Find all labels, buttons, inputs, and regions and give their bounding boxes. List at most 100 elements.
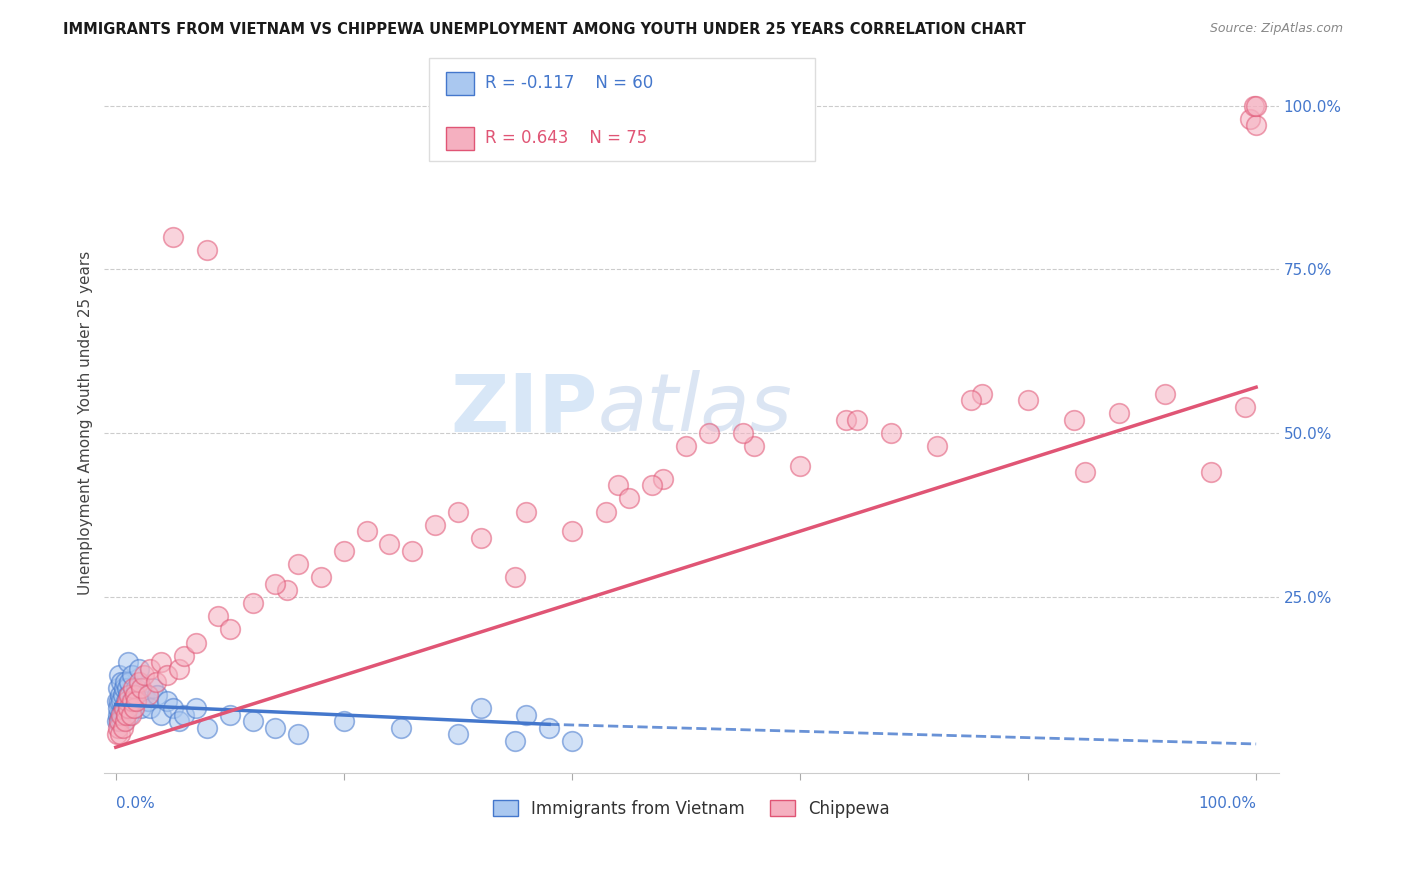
Point [117, 701, 139, 715]
Point [146, 688, 169, 702]
Point [242, 596, 264, 610]
Point [1199, 465, 1222, 479]
Text: ZIP: ZIP [450, 370, 598, 448]
Point [122, 701, 145, 715]
Point [218, 707, 240, 722]
Point [167, 714, 190, 728]
Text: atlas: atlas [598, 370, 793, 448]
Point [115, 701, 138, 715]
Point [114, 701, 136, 715]
Point [503, 733, 526, 747]
Point [118, 707, 141, 722]
Point [129, 701, 152, 715]
Point [108, 668, 131, 682]
Point [111, 701, 134, 715]
Point [110, 694, 132, 708]
Point [1243, 99, 1265, 113]
Point [105, 727, 128, 741]
Point [124, 688, 146, 702]
Point [515, 707, 537, 722]
Point [606, 478, 628, 492]
Point [115, 707, 138, 722]
Legend: Immigrants from Vietnam, Chippewa: Immigrants from Vietnam, Chippewa [486, 793, 897, 824]
Point [121, 668, 143, 682]
Point [744, 439, 766, 453]
Point [139, 662, 162, 676]
Point [731, 425, 754, 440]
Point [503, 570, 526, 584]
Point [1233, 400, 1256, 414]
Point [111, 721, 134, 735]
Point [378, 537, 401, 551]
Point [972, 386, 994, 401]
Point [184, 701, 207, 715]
Point [122, 681, 145, 696]
Point [834, 413, 856, 427]
Point [1239, 112, 1261, 126]
Point [114, 674, 136, 689]
Point [105, 714, 128, 728]
Point [447, 505, 470, 519]
Point [925, 439, 948, 453]
Point [470, 531, 492, 545]
Point [114, 714, 136, 728]
Point [675, 439, 697, 453]
Point [207, 609, 229, 624]
Point [515, 505, 537, 519]
Point [156, 694, 179, 708]
Point [117, 688, 139, 702]
Point [242, 714, 264, 728]
Point [1154, 386, 1177, 401]
Point [110, 688, 132, 702]
Point [145, 674, 167, 689]
Point [276, 583, 298, 598]
Point [118, 674, 141, 689]
Point [122, 701, 145, 715]
Point [846, 413, 869, 427]
Point [595, 505, 617, 519]
Point [1108, 406, 1130, 420]
Text: IMMIGRANTS FROM VIETNAM VS CHIPPEWA UNEMPLOYMENT AMONG YOUTH UNDER 25 YEARS CORR: IMMIGRANTS FROM VIETNAM VS CHIPPEWA UNEM… [63, 22, 1026, 37]
Point [880, 425, 903, 440]
Point [112, 714, 135, 728]
Point [125, 681, 148, 696]
Text: 0.0%: 0.0% [115, 797, 155, 812]
Point [561, 733, 583, 747]
Point [401, 544, 423, 558]
Point [195, 721, 218, 735]
Point [134, 668, 156, 682]
Point [110, 714, 132, 728]
Point [218, 623, 240, 637]
Point [150, 707, 173, 722]
Point [107, 721, 129, 735]
Point [697, 425, 720, 440]
Point [789, 458, 811, 473]
Point [120, 707, 142, 722]
Point [124, 694, 146, 708]
Point [136, 688, 159, 702]
Point [264, 721, 287, 735]
Point [333, 714, 356, 728]
Point [115, 694, 138, 708]
Point [108, 714, 131, 728]
Point [136, 694, 159, 708]
Point [128, 662, 150, 676]
Point [538, 721, 561, 735]
Point [110, 707, 132, 722]
Point [287, 557, 309, 571]
Point [110, 707, 132, 722]
Point [139, 701, 162, 715]
Point [105, 694, 128, 708]
Point [641, 478, 664, 492]
Point [1244, 99, 1267, 113]
Point [115, 694, 138, 708]
Point [108, 714, 131, 728]
Point [111, 707, 134, 722]
Point [111, 688, 134, 702]
Point [356, 524, 378, 539]
Point [423, 517, 446, 532]
Point [617, 491, 640, 506]
Point [120, 694, 142, 708]
Point [470, 701, 492, 715]
Point [561, 524, 583, 539]
